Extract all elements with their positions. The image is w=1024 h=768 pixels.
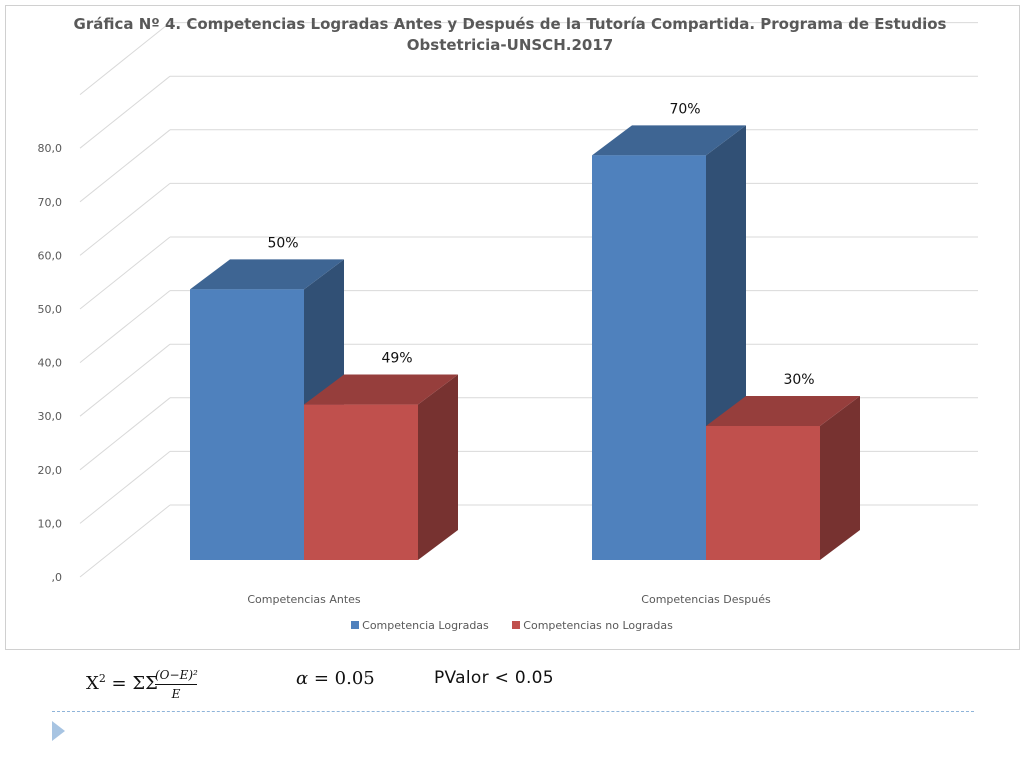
chi-sum: = ΣΣ	[105, 673, 158, 694]
y-tick-label: 40,0	[38, 357, 63, 370]
legend-item-no-logradas: Competencias no Logradas	[512, 619, 673, 632]
p-value-text: PValor < 0.05	[434, 668, 554, 688]
y-tick-label: 70,0	[38, 196, 63, 209]
gridline-side	[79, 75, 171, 149]
y-tick-label: 20,0	[38, 464, 63, 477]
legend-label-no-logradas: Competencias no Logradas	[523, 619, 673, 632]
gridline-side	[79, 343, 171, 417]
data-label: 50%	[267, 235, 298, 251]
chi-symbol: X	[86, 673, 99, 694]
y-tick-label: 50,0	[38, 303, 63, 316]
y-tick-label: ,0	[52, 571, 63, 584]
bar-side	[820, 396, 860, 560]
chi-exponent: 2	[98, 672, 106, 685]
chi-denominator: E	[171, 687, 181, 701]
x-tick-label: Competencias Después	[641, 593, 771, 606]
y-tick-label: 60,0	[38, 249, 63, 262]
x-tick-label: Competencias Antes	[247, 593, 361, 606]
chi-square-formula: X2 = ΣΣ	[86, 672, 158, 694]
bar	[304, 404, 418, 560]
gridline-side	[79, 22, 171, 95]
legend-label-logradas: Competencia Logradas	[362, 619, 489, 632]
gridline-side	[79, 236, 171, 310]
gridline-side	[79, 504, 171, 578]
bar-top	[706, 396, 860, 426]
bar-top	[304, 374, 458, 405]
legend-swatch-no-logradas	[512, 621, 521, 629]
data-label: 49%	[381, 351, 412, 367]
gridline-side	[79, 451, 171, 524]
bar-side	[418, 374, 458, 560]
gridline-side	[79, 290, 171, 363]
legend-swatch-logradas	[351, 621, 360, 629]
gridline-side	[79, 397, 171, 471]
chart-plot: ,0 10,0 20,0 30,0 40,0 50,0 60,0 70,0 80,0 50% 49%…	[38, 22, 978, 606]
legend-item-logradas: Competencia Logradas	[351, 619, 489, 632]
next-slide-arrow-icon[interactable]	[52, 721, 65, 741]
y-tick-label: 30,0	[38, 410, 63, 423]
chi-numerator: (O−E)²	[155, 668, 198, 685]
data-label: 30%	[783, 372, 814, 388]
slide-divider	[52, 711, 974, 712]
gridline-side	[79, 129, 171, 203]
bar	[592, 155, 706, 560]
y-tick-label: 80,0	[38, 142, 63, 155]
bar-top	[592, 125, 746, 156]
bar	[190, 289, 304, 560]
chart-frame	[5, 5, 1020, 650]
chi-fraction: (O−E)² E	[155, 668, 198, 701]
data-label: 70%	[669, 101, 700, 117]
y-tick-label: 10,0	[38, 517, 63, 530]
bar-top	[190, 259, 344, 290]
gridline-side	[79, 183, 171, 256]
chart-legend: Competencia Logradas Competencias no Log…	[0, 619, 1024, 632]
bar	[706, 426, 820, 560]
alpha-value: = 0.05	[308, 668, 375, 689]
chart-title: Gráfica Nº 4. Competencias Logradas Ante…	[73, 15, 947, 54]
alpha-formula: α = 0.05	[296, 668, 375, 689]
alpha-symbol: α	[296, 668, 309, 689]
